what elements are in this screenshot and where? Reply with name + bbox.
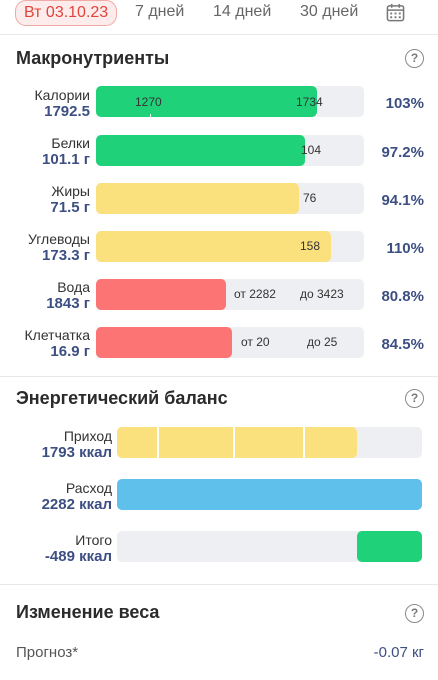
calories-percent: 103% (385, 95, 424, 112)
expense-value: 2282 ккал (41, 496, 112, 513)
fiber-value: 16.9 г (50, 343, 90, 360)
protein-value: 101.1 г (42, 151, 90, 168)
calories-min-mark: 1270 (135, 95, 162, 109)
fiber-min-mark: от 20 (241, 335, 270, 349)
income-value: 1793 ккал (41, 444, 112, 461)
tab-14-days[interactable]: 14 дней (213, 3, 272, 20)
divider (0, 376, 438, 377)
weight-title: Изменение веса (16, 602, 160, 622)
energy-title: Энергетический баланс (16, 388, 228, 408)
divider (0, 34, 438, 35)
carbs-target-mark: 158 (300, 239, 321, 253)
period-tabs: Вт 03.10.23 7 дней 14 дней 30 дней (0, 0, 438, 26)
expense-label: Расход (65, 480, 112, 496)
total-value: -489 ккал (44, 548, 112, 565)
income-segment-divider (233, 427, 235, 458)
energy-help-icon[interactable]: ? (405, 389, 424, 408)
calendar-icon[interactable] (386, 3, 405, 22)
total-bar-fill (357, 531, 422, 562)
fiber-label: Клетчатка (24, 327, 90, 343)
fiber-bar-fill (96, 327, 232, 358)
carbs-label: Углеводы (27, 231, 90, 247)
calories-max-tick (316, 114, 317, 117)
water-label: Вода (57, 279, 90, 295)
protein-label: Белки (51, 135, 90, 151)
fat-value: 71.5 г (50, 199, 90, 216)
carbs-value: 173.3 г (42, 247, 90, 264)
weight-help-icon[interactable]: ? (405, 604, 424, 623)
calories-min-tick (150, 114, 151, 117)
macros-help-icon[interactable]: ? (405, 49, 424, 68)
calories-label: Калории (34, 87, 90, 103)
expense-bar-fill (117, 479, 422, 510)
divider (0, 584, 438, 585)
calories-max-mark: 1734 (296, 95, 323, 109)
income-label: Приход (63, 428, 112, 444)
water-bar-fill (96, 279, 226, 310)
income-segment-divider (157, 427, 159, 458)
forecast-label: Прогноз* (16, 644, 79, 661)
water-value: 1843 г (46, 295, 90, 312)
tab-30-days[interactable]: 30 дней (300, 3, 359, 20)
fiber-percent: 84.5% (381, 336, 424, 353)
fat-target-mark: 76 (303, 191, 317, 205)
water-min-mark: от 2282 (234, 287, 276, 301)
income-segment-divider (303, 427, 305, 458)
protein-target-mark: 104 (301, 143, 322, 157)
fat-label: Жиры (51, 183, 90, 199)
carbs-percent: 110% (386, 240, 424, 257)
water-percent: 80.8% (381, 288, 424, 305)
tab-7-days[interactable]: 7 дней (135, 3, 185, 20)
calories-bar-fill (96, 86, 317, 117)
tab-date[interactable]: Вт 03.10.23 (15, 0, 118, 26)
fiber-max-mark: до 25 (307, 335, 338, 349)
calories-value: 1792.5 (44, 103, 90, 120)
fat-bar-fill (96, 183, 299, 214)
carbs-bar-fill (96, 231, 331, 262)
income-bar-fill (117, 427, 357, 458)
macros-title: Макронутриенты (16, 48, 170, 68)
protein-percent: 97.2% (381, 144, 424, 161)
water-max-mark: до 3423 (300, 287, 344, 301)
protein-bar-fill (96, 135, 305, 166)
forecast-value: -0.07 кг (373, 644, 424, 661)
total-label: Итого (75, 532, 112, 548)
fat-percent: 94.1% (381, 192, 424, 209)
